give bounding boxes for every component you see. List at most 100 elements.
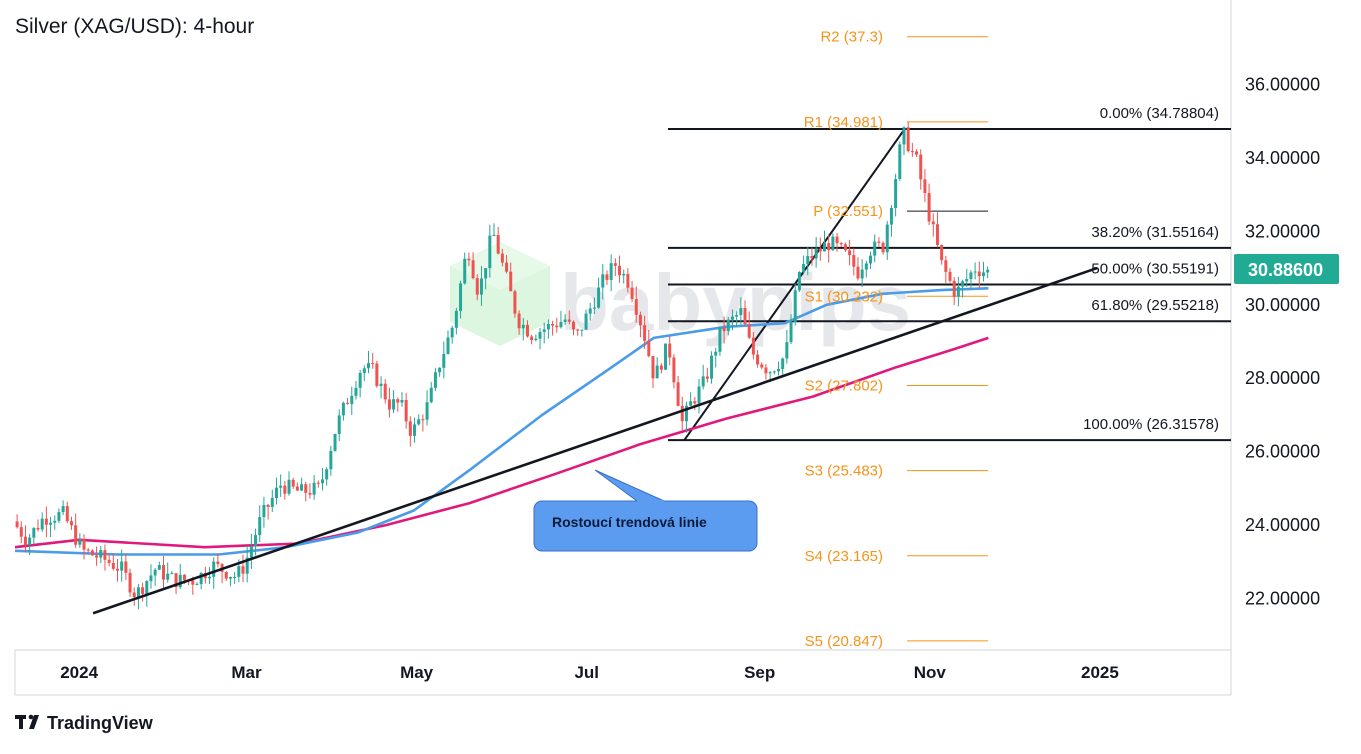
candle-body bbox=[295, 486, 299, 491]
candle-body bbox=[555, 325, 559, 328]
candle-body bbox=[781, 358, 785, 370]
candle-body bbox=[254, 535, 258, 547]
candle-body bbox=[312, 482, 316, 495]
candle-body bbox=[208, 576, 212, 579]
candle-body bbox=[818, 248, 822, 252]
candle-body bbox=[162, 565, 166, 580]
candle-body bbox=[626, 273, 630, 288]
x-tick-label: May bbox=[400, 663, 434, 682]
candle-body bbox=[601, 274, 605, 288]
candle-body bbox=[249, 546, 253, 558]
trendline-callout: Rostoucí trendová linie bbox=[533, 469, 758, 552]
candle-body bbox=[789, 322, 793, 343]
candle-body bbox=[571, 321, 575, 330]
candle-body bbox=[107, 559, 111, 563]
candle-body bbox=[546, 323, 550, 330]
candle-body bbox=[906, 127, 910, 152]
candle-body bbox=[931, 221, 935, 225]
pivot-level-label: S2 (27.802) bbox=[805, 378, 883, 395]
candle-body bbox=[383, 383, 387, 400]
candle-body bbox=[551, 323, 555, 326]
y-tick-label: 32.00000 bbox=[1245, 221, 1320, 241]
x-tick-label: Sep bbox=[744, 663, 775, 682]
candle-body bbox=[224, 571, 228, 579]
candle-body bbox=[270, 498, 274, 507]
fib-level-label: 100.00% (26.31578) bbox=[1083, 416, 1219, 433]
pivot-level-label: R2 (37.3) bbox=[820, 29, 883, 46]
candle-body bbox=[488, 235, 492, 269]
candle-body bbox=[136, 587, 140, 598]
candle-body bbox=[835, 236, 839, 244]
candle-body bbox=[969, 272, 973, 280]
candle-body bbox=[860, 269, 864, 279]
candle-body bbox=[634, 299, 638, 315]
candle-body bbox=[95, 555, 99, 558]
candle-body bbox=[823, 243, 827, 252]
candle-body bbox=[279, 485, 283, 488]
candle-body bbox=[325, 469, 329, 480]
candle-body bbox=[659, 365, 663, 370]
y-tick-label: 26.00000 bbox=[1245, 442, 1320, 462]
candle-body bbox=[576, 329, 580, 331]
candle-body bbox=[848, 250, 852, 256]
candle-body bbox=[948, 271, 952, 281]
pivot-level-label: S1 (30.232) bbox=[805, 288, 883, 305]
candle-body bbox=[735, 315, 739, 317]
candle-body bbox=[74, 525, 78, 545]
candle-body bbox=[65, 506, 69, 522]
candles bbox=[15, 121, 990, 610]
candle-body bbox=[346, 402, 350, 405]
candle-body bbox=[44, 518, 48, 525]
candle-body bbox=[961, 281, 965, 287]
candle-body bbox=[362, 368, 366, 374]
candle-body bbox=[525, 324, 529, 337]
candle-body bbox=[90, 550, 94, 556]
tradingview-logo-icon bbox=[15, 714, 39, 729]
candle-body bbox=[563, 319, 567, 322]
candle-body bbox=[697, 386, 701, 404]
candle-body bbox=[442, 353, 446, 368]
candle-body bbox=[241, 566, 245, 574]
candle-body bbox=[333, 433, 337, 451]
candle-body bbox=[810, 255, 814, 259]
candle-body bbox=[471, 260, 475, 279]
trendline bbox=[92, 266, 1098, 615]
candle-body bbox=[170, 573, 174, 575]
candle-body bbox=[613, 263, 617, 266]
candle-body bbox=[174, 573, 178, 588]
candle-body bbox=[768, 372, 772, 374]
candle-body bbox=[764, 367, 768, 374]
candle-body bbox=[521, 324, 525, 329]
candle-body bbox=[454, 310, 458, 328]
candle-body bbox=[802, 263, 806, 273]
candle-body bbox=[178, 574, 182, 588]
candle-body bbox=[747, 324, 751, 338]
candle-body bbox=[274, 487, 278, 499]
trendline-callout-text: Rostoucí trendová linie bbox=[552, 514, 707, 530]
x-tick-label: Jul bbox=[574, 663, 599, 682]
candle-body bbox=[584, 313, 588, 330]
watermark-logo bbox=[450, 242, 550, 346]
tradingview-brand: TradingView bbox=[47, 713, 154, 733]
candle-body bbox=[450, 327, 454, 338]
candle-body bbox=[287, 479, 291, 494]
candle-body bbox=[751, 337, 755, 355]
candle-body bbox=[350, 395, 354, 405]
candle-body bbox=[919, 154, 923, 180]
candle-body bbox=[856, 266, 860, 279]
candle-body bbox=[291, 479, 295, 487]
candle-body bbox=[358, 373, 362, 388]
candle-body bbox=[898, 144, 902, 180]
candle-body bbox=[940, 244, 944, 261]
candle-body bbox=[463, 258, 467, 284]
y-tick-label: 24.00000 bbox=[1245, 515, 1320, 535]
candle-body bbox=[509, 271, 513, 292]
candle-body bbox=[618, 265, 622, 276]
candle-body bbox=[337, 415, 341, 434]
candle-body bbox=[923, 179, 927, 194]
y-tick-label: 34.00000 bbox=[1245, 148, 1320, 168]
candle-body bbox=[622, 273, 626, 276]
candle-body bbox=[32, 528, 36, 538]
